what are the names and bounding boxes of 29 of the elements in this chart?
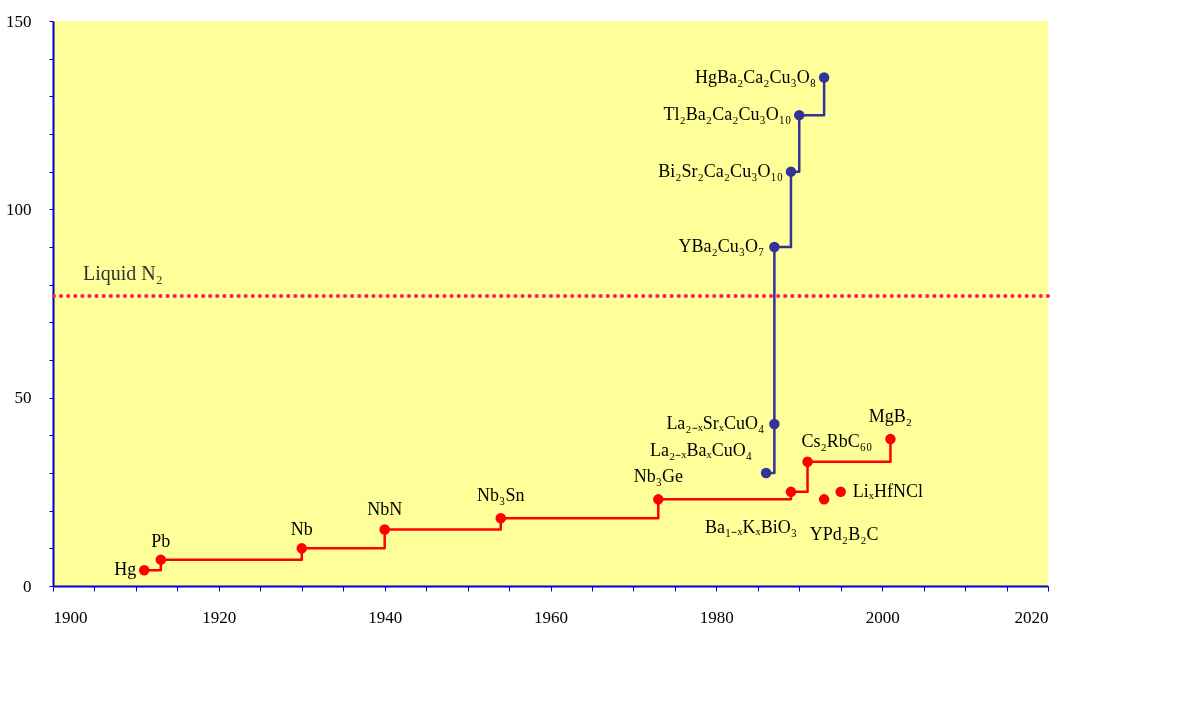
y-tick-label: 150 [6, 11, 32, 31]
annotation: Ba₁₋ₓKₓBiO₃ [704, 516, 797, 537]
x-tick-label: 1940 [368, 607, 403, 627]
annotation: YBa₂Cu₃O₇ [678, 236, 765, 256]
x-tick-label: 1980 [699, 607, 734, 627]
x-tick-label: 2000 [865, 607, 900, 627]
annotation: YPd₂B₂C [809, 524, 879, 545]
x-tick-label: 1920 [202, 607, 237, 627]
annotation: Nb₃Ge [633, 466, 683, 487]
annotation: La₂₋ₓSrₓCuO₄ [666, 413, 765, 434]
y-tick-label: 100 [6, 199, 32, 219]
annotation: Hg [114, 559, 137, 580]
annotation: MgB₂ [868, 406, 913, 427]
annotation: La₂₋ₓBaₓCuO₄ [650, 440, 753, 460]
annotation: Cs₂RbC₆₀ [801, 430, 873, 451]
x-tick-label: 1960 [534, 607, 568, 627]
x-tick-label: 1900 [53, 607, 88, 627]
annotation: Nb [290, 519, 313, 540]
annotation: LiₓHfNCl [852, 480, 923, 501]
y-tick-label: 0 [23, 576, 32, 596]
annotation: Tl₂Ba₂Ca₂Cu₃O₁₀ [663, 104, 792, 125]
ref-line-label: Liquid N₂ [83, 261, 163, 285]
annotation: NbN [367, 498, 403, 519]
y-tick-label: 50 [14, 388, 32, 408]
annotation: HgBa₂Ca₂Cu₃O₈ [695, 66, 817, 87]
annotation: Pb [151, 530, 171, 551]
annotation: Bi₂Sr₂Ca₂Cu₃O₁₀ [658, 160, 783, 181]
annotation: Nb₃Sn [477, 485, 525, 506]
x-tick-label: 2020 [1014, 607, 1049, 627]
